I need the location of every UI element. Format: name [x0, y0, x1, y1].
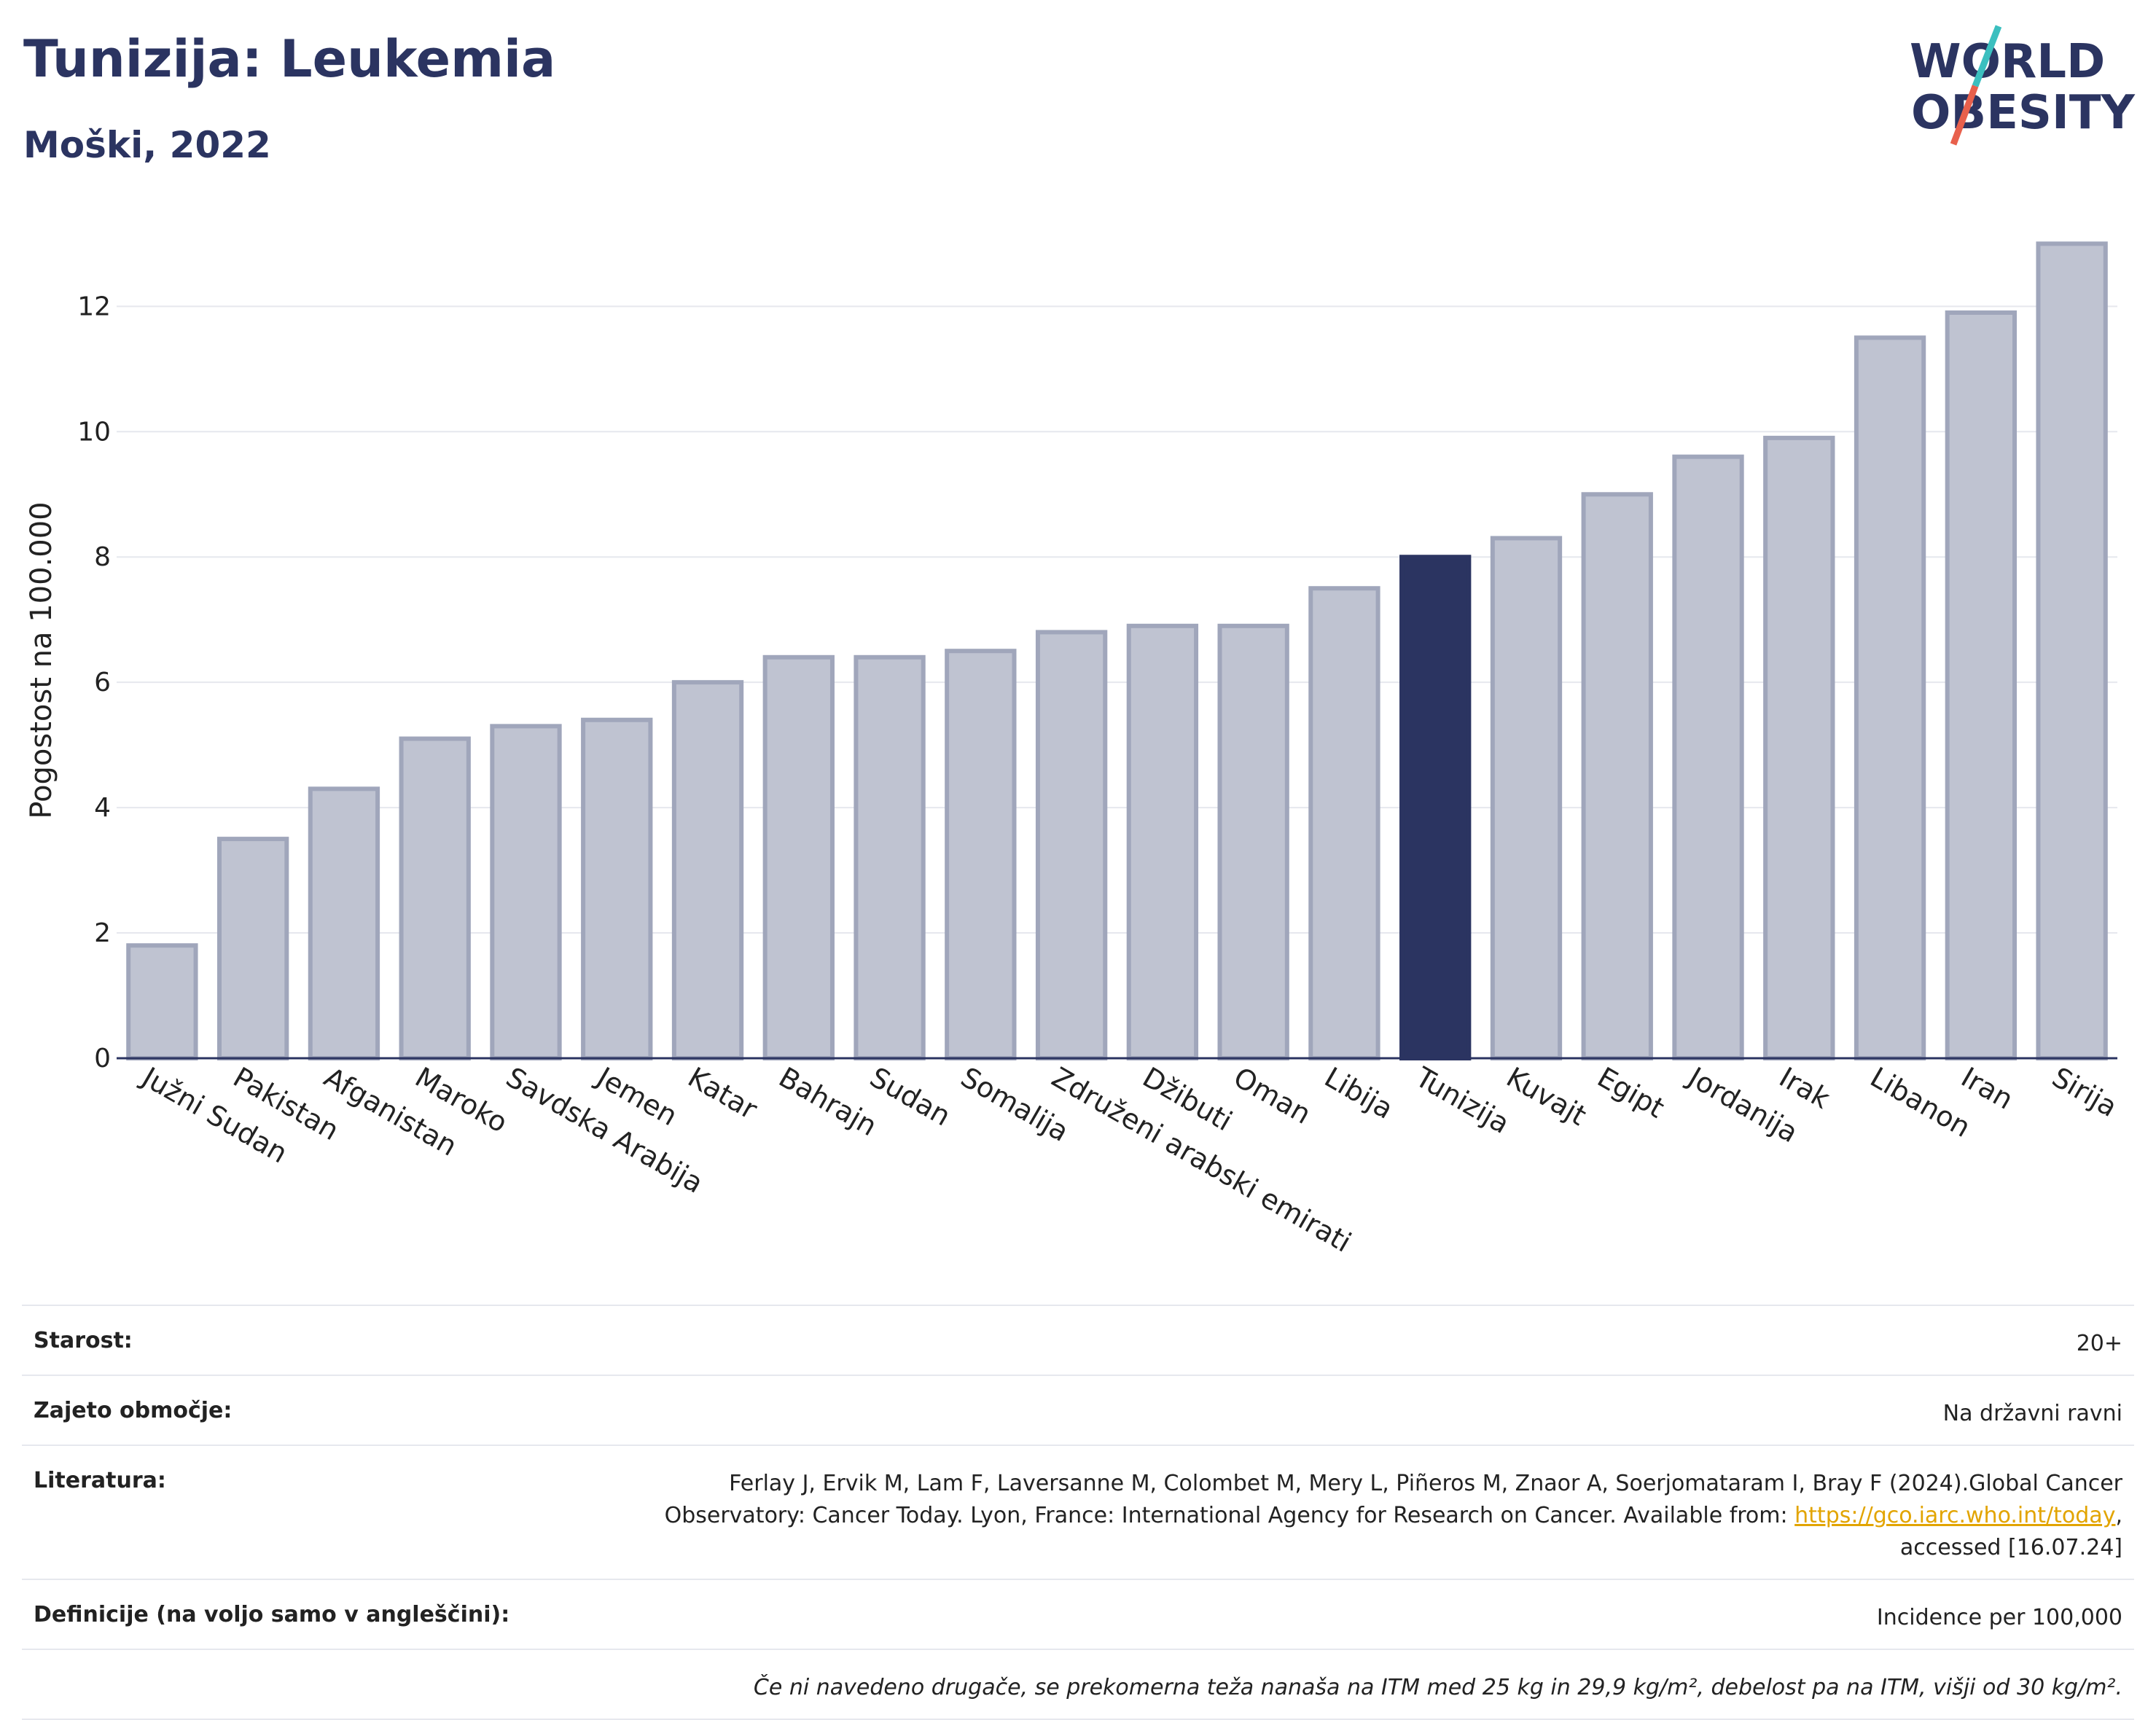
definitions-value: Incidence per 100,000 [1876, 1605, 2122, 1630]
x-tick-label: Bahrajn [773, 1061, 882, 1143]
coverage-value: Na državni ravni [1942, 1401, 2122, 1426]
bar [1763, 435, 1835, 1060]
meta-row-literature: Literatura: Ferlay J, Ervik M, Lam F, La… [22, 1445, 2134, 1579]
x-tick-label: Libija [1319, 1061, 1399, 1125]
literature-label: Literatura: [34, 1468, 166, 1493]
y-tick-label: 4 [94, 793, 111, 823]
obesity-note: Če ni navedeno drugače, se prekomerna te… [753, 1675, 2122, 1700]
bar [1217, 623, 1289, 1060]
bar [1126, 623, 1199, 1060]
y-tick-label: 0 [94, 1044, 111, 1074]
y-tick-label: 2 [94, 918, 111, 948]
bar [854, 654, 926, 1060]
bar [1581, 492, 1653, 1060]
bar [308, 786, 380, 1060]
bar [1399, 555, 1472, 1060]
world-obesity-logo: WORLD OBESITY [1910, 25, 2135, 146]
meta-row-coverage: Zajeto območje: Na državni ravni [22, 1375, 2134, 1445]
age-label: Starost: [34, 1328, 133, 1353]
x-tick-label: Kuvajt [1501, 1061, 1591, 1132]
coverage-label: Zajeto območje: [34, 1398, 233, 1423]
metadata-table: Starost: 20+ Zajeto območje: Na državni … [22, 1305, 2134, 1720]
bar [399, 736, 471, 1060]
x-tick-label: Katar [683, 1061, 763, 1126]
y-tick-label: 8 [94, 542, 111, 572]
bar [945, 649, 1017, 1060]
age-value: 20+ [2076, 1331, 2122, 1356]
y-tick-label: 6 [94, 668, 111, 697]
bar [581, 717, 653, 1060]
x-tick-label: Libanon [1865, 1061, 1976, 1144]
y-tick-label: 10 [77, 417, 111, 447]
bar [1308, 586, 1380, 1060]
logo-slash-teal [1972, 25, 2002, 87]
literature-value: Ferlay J, Ervik M, Lam F, Laversanne M, … [606, 1468, 2122, 1564]
definitions-label: Definicije (na voljo samo v angleščini): [34, 1602, 510, 1627]
x-tick-label: Irak [1774, 1061, 1835, 1115]
bar [671, 680, 744, 1060]
meta-row-note: Če ni navedeno drugače, se prekomerna te… [22, 1649, 2134, 1720]
x-tick-label: Iran [1956, 1061, 2018, 1116]
page-subtitle: Moški, 2022 [23, 124, 271, 166]
page-title: Tunizija: Leukemia [23, 29, 556, 89]
logo-slash-coral [1950, 85, 1979, 146]
x-tick-label: Oman [1228, 1061, 1316, 1130]
x-tick-label: Sirija [2047, 1061, 2122, 1123]
meta-row-age: Starost: 20+ [22, 1305, 2134, 1375]
bar [1945, 310, 2018, 1061]
bar [1035, 630, 1108, 1060]
bar [762, 654, 835, 1060]
bar [1854, 335, 1926, 1061]
bar [1490, 536, 1563, 1060]
bar [1672, 454, 1744, 1060]
x-tick-label: Egipt [1592, 1061, 1670, 1125]
literature-suffix: , accessed [16.07.24] [1899, 1503, 2122, 1560]
bar [2036, 241, 2108, 1060]
bar [216, 837, 289, 1060]
logo-line1: WORLD [1910, 35, 2105, 89]
bar [490, 724, 562, 1060]
literature-link[interactable]: https://gco.iarc.who.int/today [1794, 1503, 2116, 1528]
literature-text: Ferlay J, Ervik M, Lam F, Laversanne M, … [664, 1471, 2122, 1528]
y-axis-label: Pogostost na 100.000 [25, 501, 58, 818]
meta-row-definitions: Definicije (na voljo samo v angleščini):… [22, 1579, 2134, 1649]
logo-line2: OBESITY [1911, 86, 2135, 140]
bar [126, 943, 198, 1061]
y-tick-label: 12 [77, 292, 111, 321]
x-tick-label: Tunizija [1410, 1060, 1515, 1140]
